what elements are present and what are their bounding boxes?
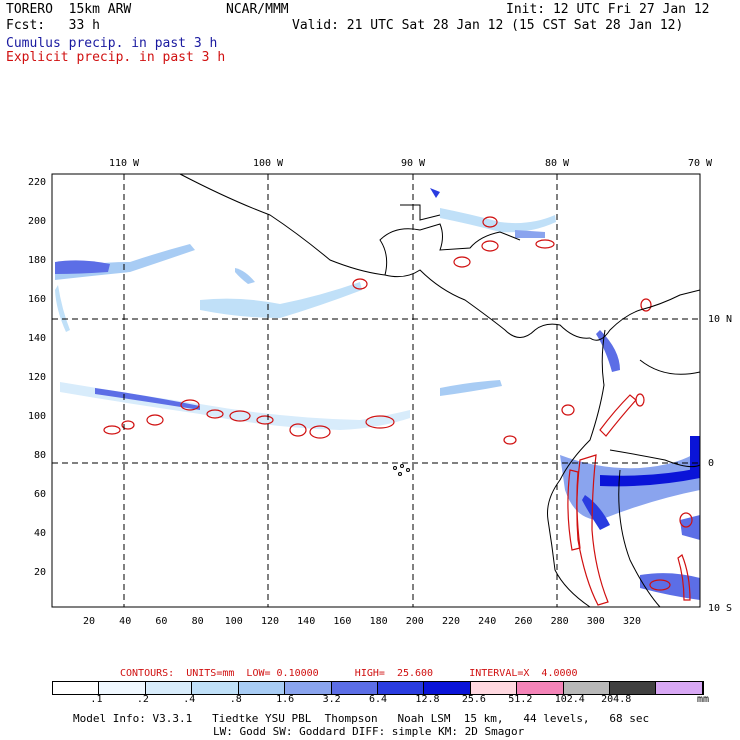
lat-label: 10 S	[708, 603, 732, 614]
color-bar-value: 204.8	[601, 694, 632, 705]
lon-label: 100 W	[253, 158, 284, 169]
map-frame	[51, 173, 701, 608]
y-tick-label: 120	[28, 372, 46, 383]
lon-label: 110 W	[109, 158, 140, 169]
x-tick-label: 100	[225, 616, 243, 627]
color-bar-swatch	[192, 682, 239, 694]
organization: NCAR/MMM	[226, 2, 289, 17]
lon-label: 80 W	[545, 158, 570, 169]
color-bar-value: .4	[183, 694, 196, 705]
color-bar-value: 102.4	[554, 694, 585, 705]
color-bar-swatch	[285, 682, 332, 694]
color-bar-swatch	[517, 682, 564, 694]
x-tick-label: 180	[370, 616, 388, 627]
color-bar-value: 1.6	[276, 694, 295, 705]
y-tick-label: 20	[34, 567, 46, 578]
color-bar-swatch	[331, 682, 378, 694]
cumulus-precip-areas	[55, 188, 700, 600]
graticule	[52, 174, 700, 607]
color-bar-swatch	[470, 682, 518, 694]
axis-labels: 110 W 100 W 90 W 80 W 70 W 10 N 0 10 S 220 200 180…	[28, 158, 732, 627]
x-tick-label: 120	[261, 616, 279, 627]
color-bar-swatch	[238, 682, 286, 694]
forecast-hour: Fcst: 33 h	[6, 18, 100, 33]
y-tick-label: 80	[34, 450, 46, 461]
color-bar-value: 6.4	[369, 694, 388, 705]
color-bar-value: 12.8	[415, 694, 440, 705]
y-tick-label: 160	[28, 294, 46, 305]
y-tick-label: 40	[34, 528, 46, 539]
contours-info: CONTOURS: UNITS=mm LOW= 0.10000 HIGH= 25…	[120, 668, 578, 679]
x-tick-label: 280	[551, 616, 569, 627]
lon-label: 70 W	[688, 158, 713, 169]
x-tick-label: 300	[587, 616, 605, 627]
model-info-line2: LW: Godd SW: Goddard DIFF: simple KM: 2D…	[213, 725, 525, 738]
x-tick-label: 40	[119, 616, 131, 627]
color-bar	[52, 681, 704, 695]
x-tick-label: 260	[514, 616, 532, 627]
color-bar-swatch	[377, 682, 425, 694]
y-tick-label: 180	[28, 255, 46, 266]
color-bar-swatch	[145, 682, 193, 694]
field-cumulus-label: Cumulus precip. in past 3 h	[6, 36, 218, 51]
field-explicit-label: Explicit precip. in past 3 h	[6, 50, 226, 65]
color-bar-swatch	[99, 682, 146, 694]
x-tick-label: 320	[623, 616, 641, 627]
color-bar-swatch	[424, 682, 471, 694]
x-tick-label: 140	[297, 616, 315, 627]
y-tick-label: 100	[28, 411, 46, 422]
model-name: TORERO 15km ARW	[6, 2, 132, 17]
color-bar-swatch	[53, 682, 100, 694]
color-bar-value: .1	[90, 694, 103, 705]
lat-label: 10 N	[708, 314, 732, 325]
coastlines	[179, 173, 701, 608]
color-bar-value: 25.6	[461, 694, 486, 705]
color-bar-swatch	[563, 682, 611, 694]
y-tick-label: 220	[28, 177, 46, 188]
x-tick-label: 160	[333, 616, 351, 627]
color-bar-value: 51.2	[508, 694, 533, 705]
x-tick-label: 60	[155, 616, 167, 627]
lon-label: 90 W	[401, 158, 426, 169]
x-tick-label: 240	[478, 616, 496, 627]
valid-time: Valid: 21 UTC Sat 28 Jan 12 (15 CST Sat …	[292, 18, 684, 33]
color-bar-swatch	[656, 682, 703, 694]
color-bar-value: .8	[229, 694, 242, 705]
y-tick-label: 60	[34, 489, 46, 500]
x-tick-label: 220	[442, 616, 460, 627]
color-bar-swatch	[610, 682, 657, 694]
init-time: Init: 12 UTC Fri 27 Jan 12	[506, 2, 710, 17]
model-info-line1: Model Info: V3.3.1 Tiedtke YSU PBL Thomp…	[73, 712, 650, 725]
explicit-precip-contours	[103, 216, 693, 606]
color-bar-value: .2	[136, 694, 149, 705]
legend-unit: mm	[697, 694, 710, 705]
x-tick-label: 200	[406, 616, 424, 627]
y-tick-label: 200	[28, 216, 46, 227]
color-bar-value: 3.2	[322, 694, 341, 705]
y-tick-label: 140	[28, 333, 46, 344]
x-tick-label: 20	[83, 616, 95, 627]
x-tick-label: 80	[192, 616, 204, 627]
lat-label: 0	[708, 458, 714, 469]
